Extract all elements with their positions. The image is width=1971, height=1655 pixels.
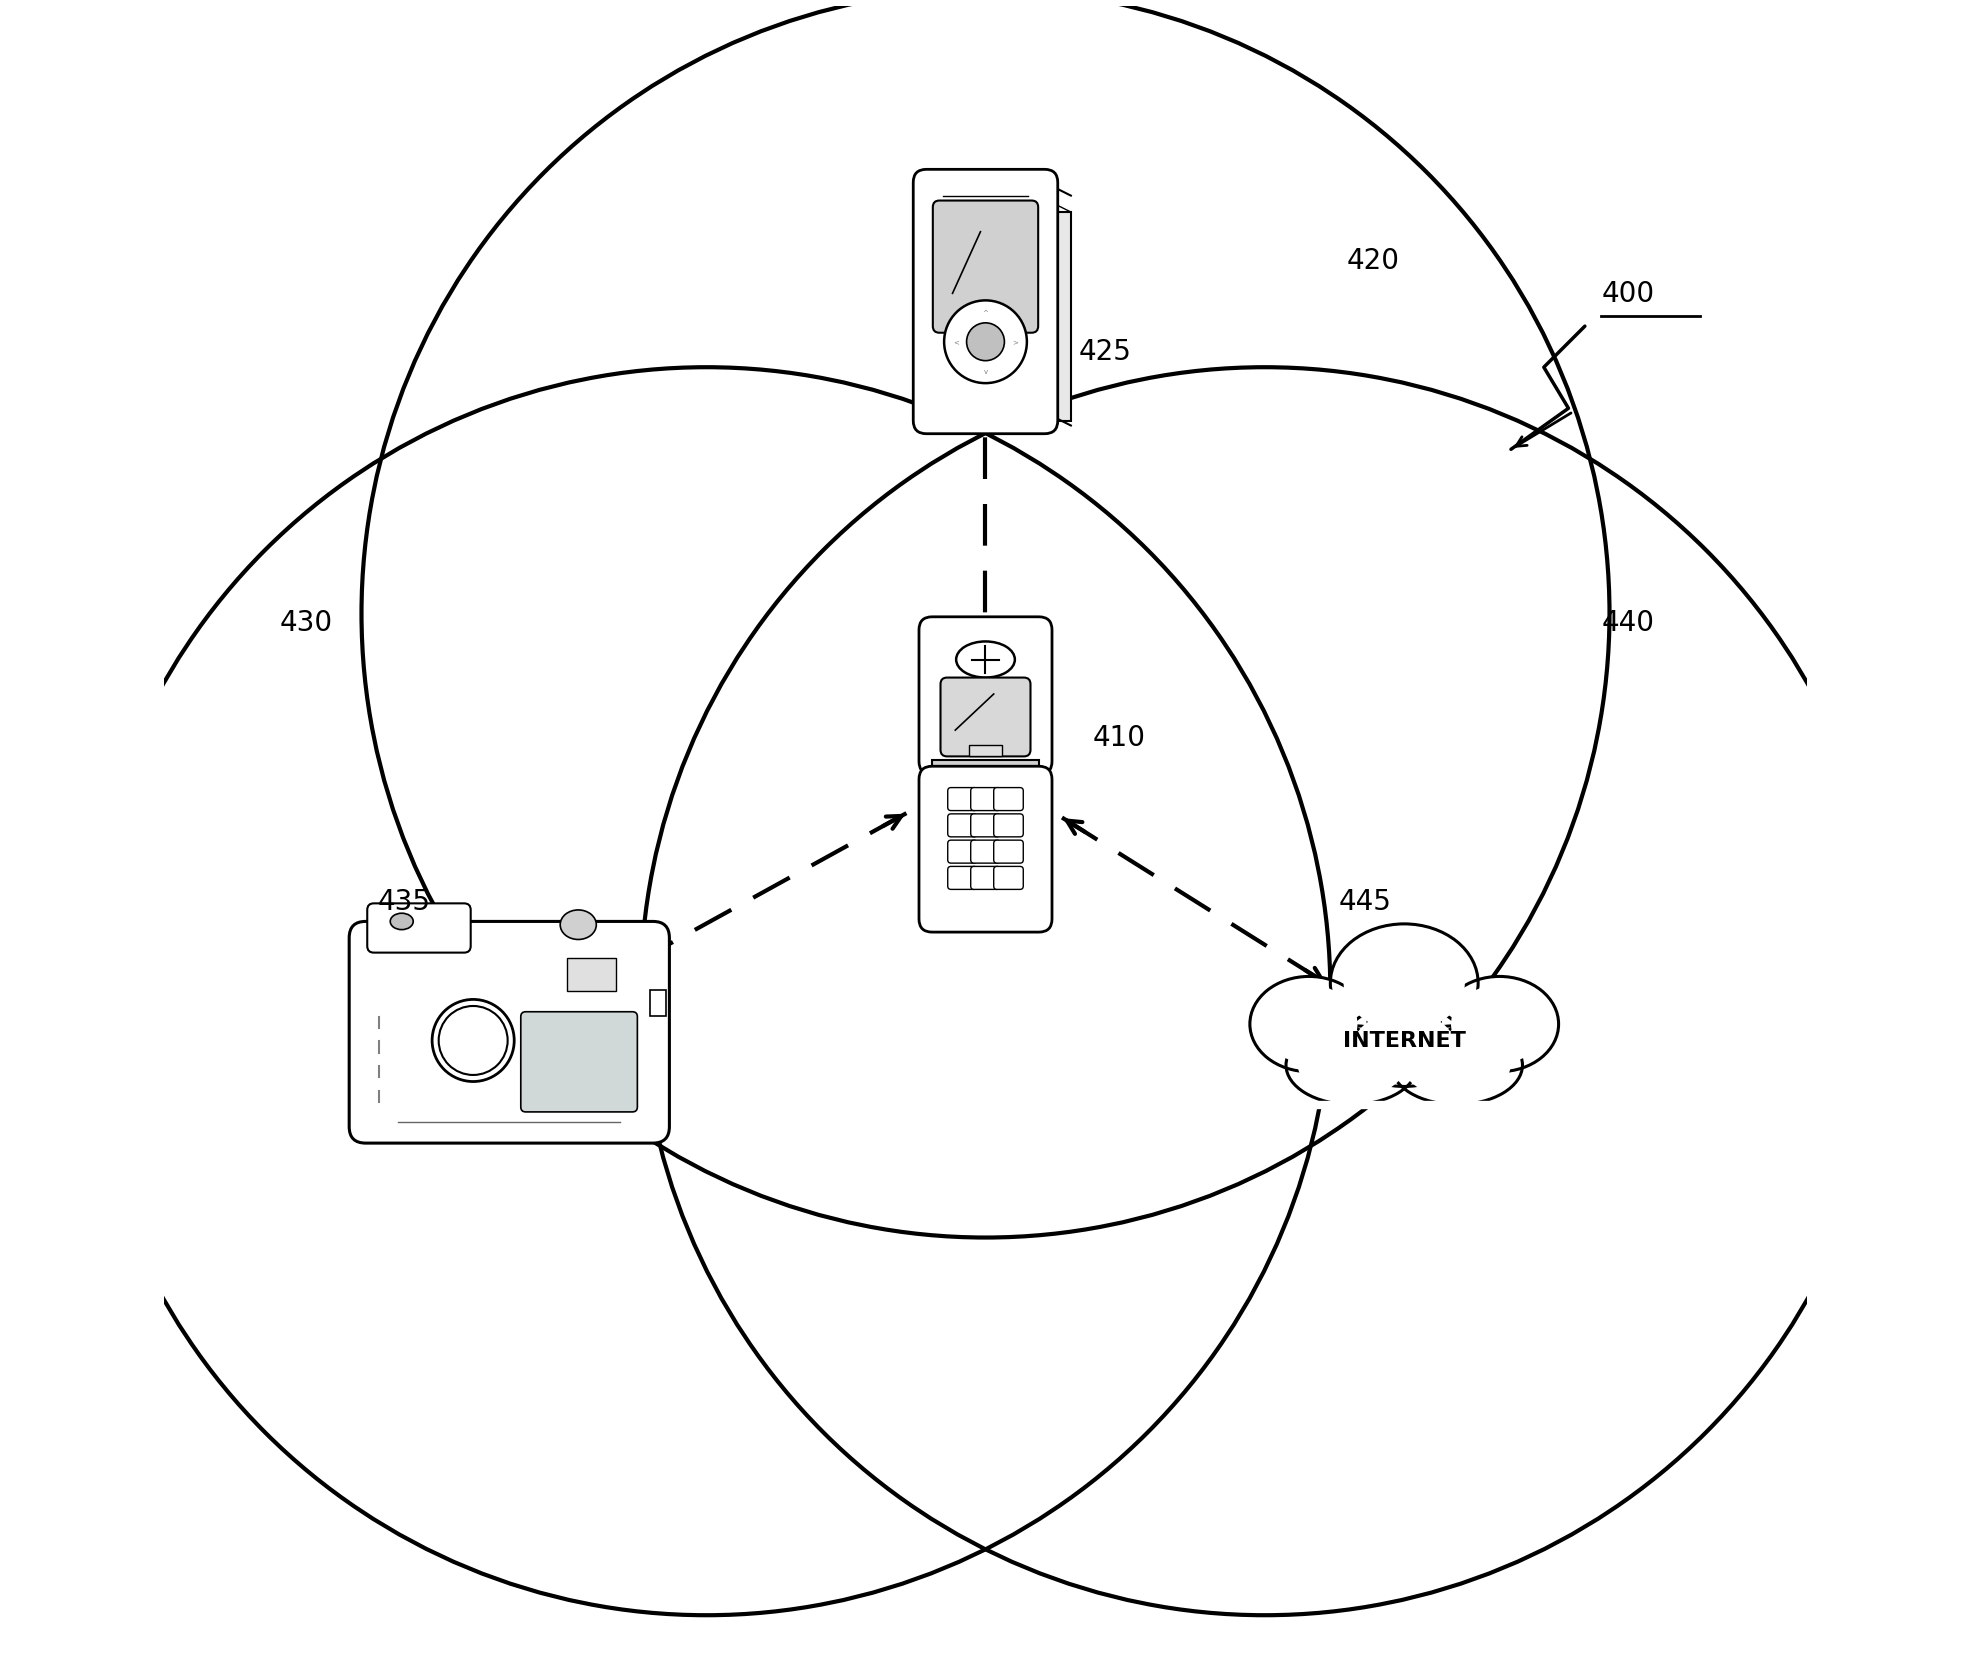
FancyBboxPatch shape [972, 841, 999, 864]
Ellipse shape [467, 1034, 479, 1048]
FancyBboxPatch shape [918, 617, 1053, 775]
Text: ^: ^ [984, 309, 987, 316]
FancyBboxPatch shape [972, 867, 999, 890]
Ellipse shape [453, 1021, 493, 1061]
Text: 425: 425 [1078, 338, 1131, 366]
FancyBboxPatch shape [993, 788, 1023, 811]
FancyBboxPatch shape [993, 841, 1023, 864]
Ellipse shape [560, 910, 597, 940]
Bar [932, 760, 1039, 780]
Ellipse shape [1344, 935, 1464, 1031]
Text: 420: 420 [1346, 247, 1399, 275]
Bar [568, 958, 617, 991]
Ellipse shape [1330, 925, 1478, 1043]
Bar [970, 745, 1001, 756]
Ellipse shape [440, 1006, 509, 1076]
Text: 430: 430 [280, 609, 333, 637]
Ellipse shape [1285, 1026, 1417, 1106]
Text: 435: 435 [378, 887, 432, 915]
FancyBboxPatch shape [972, 788, 999, 811]
FancyBboxPatch shape [948, 788, 978, 811]
FancyBboxPatch shape [913, 170, 1058, 435]
FancyBboxPatch shape [1045, 213, 1070, 422]
Ellipse shape [390, 914, 414, 930]
Ellipse shape [1297, 1033, 1405, 1097]
Bar [650, 990, 666, 1016]
FancyBboxPatch shape [367, 904, 471, 953]
Text: <: < [954, 339, 958, 346]
FancyBboxPatch shape [948, 867, 978, 890]
FancyBboxPatch shape [948, 814, 978, 837]
FancyBboxPatch shape [948, 841, 978, 864]
Text: 445: 445 [1338, 887, 1392, 915]
Ellipse shape [1342, 1005, 1466, 1087]
Text: v: v [984, 369, 987, 376]
Ellipse shape [944, 301, 1027, 384]
FancyBboxPatch shape [520, 1013, 637, 1112]
Ellipse shape [1441, 976, 1559, 1072]
FancyBboxPatch shape [993, 814, 1023, 837]
Text: >: > [1013, 339, 1017, 346]
Ellipse shape [459, 1028, 487, 1054]
FancyBboxPatch shape [932, 202, 1039, 334]
FancyBboxPatch shape [972, 814, 999, 837]
Ellipse shape [1392, 1026, 1522, 1106]
Text: INTERNET: INTERNET [1342, 1031, 1466, 1051]
Ellipse shape [445, 1015, 501, 1067]
Ellipse shape [1451, 985, 1547, 1064]
Ellipse shape [1261, 985, 1358, 1064]
FancyBboxPatch shape [940, 679, 1031, 756]
Ellipse shape [1354, 1013, 1455, 1079]
Ellipse shape [956, 642, 1015, 679]
Text: 400: 400 [1600, 280, 1654, 308]
FancyBboxPatch shape [349, 922, 670, 1144]
Ellipse shape [966, 324, 1005, 361]
Ellipse shape [1250, 976, 1368, 1072]
Text: 410: 410 [1092, 723, 1145, 751]
Ellipse shape [1403, 1033, 1510, 1097]
FancyBboxPatch shape [918, 766, 1053, 932]
FancyBboxPatch shape [993, 867, 1023, 890]
Text: 440: 440 [1600, 609, 1654, 637]
